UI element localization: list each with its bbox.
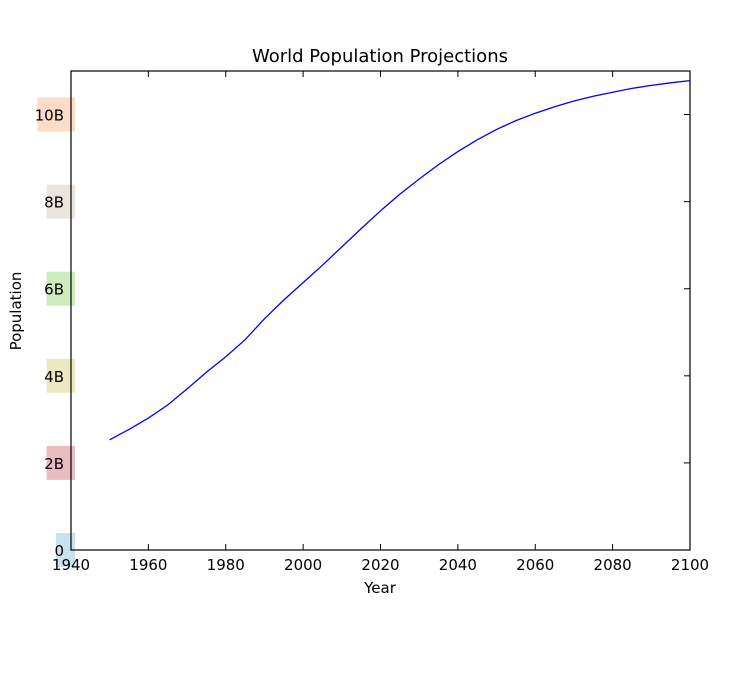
plot-frame	[70, 70, 691, 551]
x-tick-label: 1960	[129, 556, 167, 574]
x-tick-label: 2040	[439, 556, 477, 574]
x-tick-label: 1980	[207, 556, 245, 574]
y-tick-label-text: 10B	[35, 107, 64, 125]
x-tick-label: 2100	[671, 556, 709, 574]
chart-title: World Population Projections	[252, 46, 508, 67]
x-axis-label: Year	[363, 579, 397, 597]
y-tick-label: 10B	[35, 97, 75, 132]
y-tick-label-background	[46, 271, 75, 306]
y-tick-label: 8B	[44, 184, 75, 219]
y-axis-label: Population	[7, 272, 25, 351]
x-tick-label: 2020	[361, 556, 399, 574]
x-tick-label: 2080	[594, 556, 632, 574]
y-tick-label-text: 6B	[44, 281, 64, 299]
y-tick-label-background	[46, 184, 75, 219]
series-layer	[109, 79, 691, 441]
x-tick-label: 1940	[52, 556, 90, 574]
x-tick-label: 2060	[516, 556, 554, 574]
y-tick-label: 2B	[44, 445, 75, 480]
series-line	[109, 79, 691, 441]
y-tick-label-layer: 0 2B 4B 6B 8B 10B	[35, 97, 75, 567]
y-tick-label-text: 8B	[44, 194, 64, 212]
y-tick-label-background	[46, 358, 75, 393]
y-tick-label: 0	[54, 533, 75, 567]
tick-layer	[70, 71, 691, 551]
y-tick-label-background	[46, 445, 75, 480]
y-tick-label-background	[55, 533, 75, 567]
y-tick-label-text: 0	[54, 542, 64, 560]
y-tick-label: 4B	[44, 358, 75, 393]
x-tick-label-layer: 1940 1960 1980 2000 2020 2040 2060 2080 2100	[52, 556, 709, 574]
y-tick-label-text: 2B	[44, 455, 64, 473]
x-tick-label: 2000	[284, 556, 322, 574]
y-tick-label-text: 4B	[44, 368, 64, 386]
y-tick-label-background	[37, 97, 75, 132]
y-tick-label: 6B	[44, 271, 75, 306]
